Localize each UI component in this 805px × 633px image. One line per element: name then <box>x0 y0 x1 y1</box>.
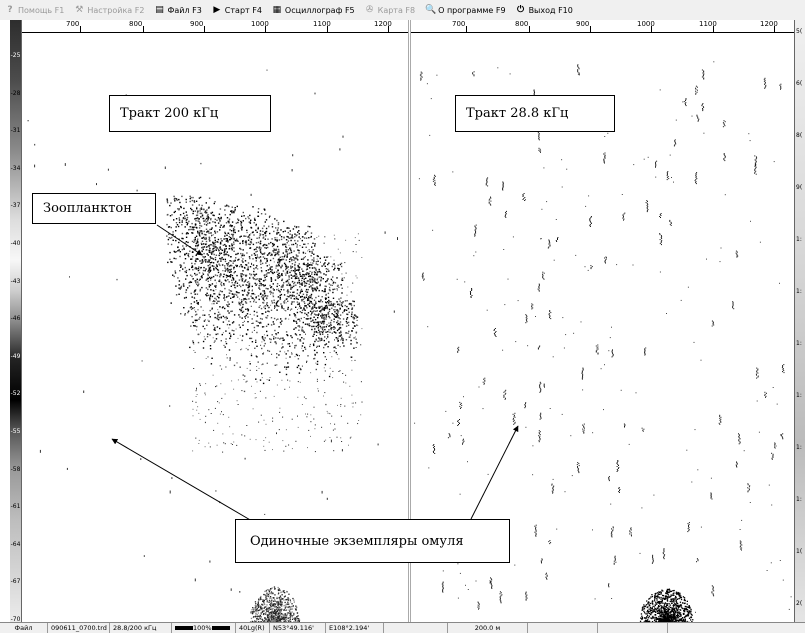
arrow-omul-right <box>471 426 518 519</box>
gain-bar-left <box>175 626 193 630</box>
arrow-omul-left <box>112 439 252 521</box>
callout-single-omul: Одиночные экземпляры омуля <box>235 519 510 563</box>
callout-tract-200khz: Тракт 200 кГц <box>109 95 271 132</box>
status-bar: Файл 090611_0700.trd 28.8/200 кГц 100% 4… <box>0 622 805 633</box>
gain-bar-right <box>212 626 230 630</box>
status-gain-value: 100% <box>193 624 212 632</box>
arrow-zooplankton <box>157 225 202 255</box>
callout-tract-28khz: Тракт 28.8 кГц <box>455 95 615 132</box>
callout-zooplankton: Зоопланктон <box>32 193 156 224</box>
